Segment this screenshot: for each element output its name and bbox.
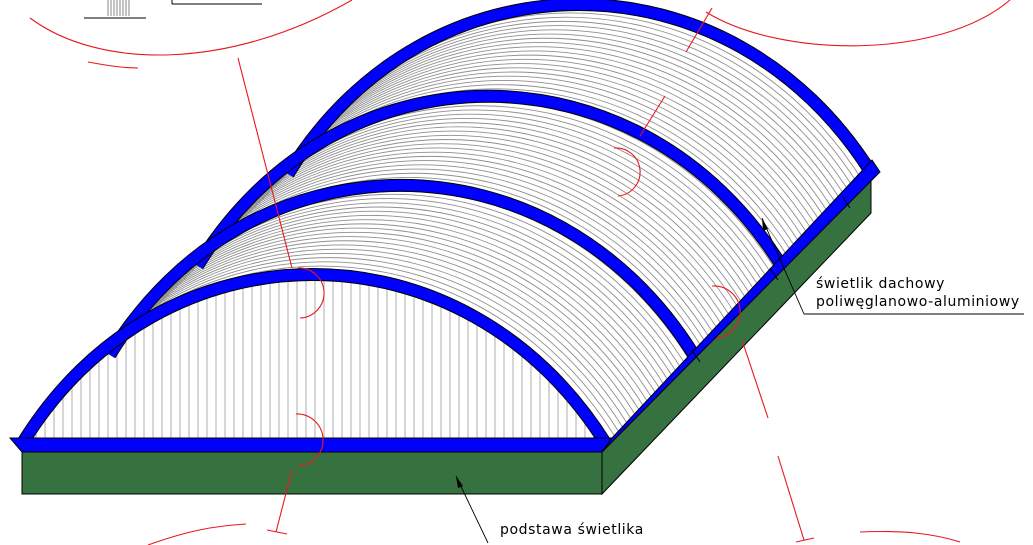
skylight-label-group: świetlik dachowy poliwęglanowo-aluminiow… bbox=[761, 217, 1024, 315]
detail-line-6 bbox=[777, 455, 805, 541]
detail-arc-top-left bbox=[29, 0, 353, 56]
detail-circle-2 bbox=[297, 267, 325, 319]
base-label-group: podstawa świetlika bbox=[455, 475, 644, 544]
detail-line-3 bbox=[639, 95, 666, 137]
rail-joint bbox=[841, 195, 851, 209]
base-label: podstawa świetlika bbox=[500, 522, 644, 538]
detail-line-1 bbox=[275, 469, 293, 533]
rail-joint bbox=[769, 267, 779, 281]
side-rail bbox=[601, 159, 881, 453]
detail-line-5 bbox=[741, 339, 769, 419]
rail-joint bbox=[691, 349, 701, 363]
front-gable-fill bbox=[22, 279, 606, 444]
base-leader bbox=[455, 475, 489, 544]
detail-line-6-tick bbox=[795, 537, 815, 543]
detail-line-4 bbox=[685, 7, 713, 53]
detail-arc-bottom-right bbox=[859, 530, 961, 543]
inset-detail-fragment bbox=[84, 0, 262, 19]
frame-rib bbox=[192, 91, 787, 269]
skylight-base bbox=[21, 170, 872, 496]
skylight-leader bbox=[761, 217, 805, 315]
detail-line-2 bbox=[237, 57, 293, 269]
inset-hatching bbox=[107, 0, 130, 16]
detail-line-1-tick bbox=[266, 529, 288, 535]
skylight-leader-arrow bbox=[762, 218, 768, 231]
base-leader-arrow bbox=[456, 476, 463, 488]
detail-arc-bottom-left bbox=[147, 523, 247, 545]
base-front-face bbox=[21, 451, 603, 495]
detail-arc-top-right bbox=[705, 0, 1011, 47]
front-sill bbox=[8, 437, 613, 453]
frame-rib bbox=[283, 0, 877, 177]
detail-circle-3 bbox=[613, 147, 641, 197]
detail-circle-4 bbox=[711, 285, 741, 339]
frame-rib bbox=[105, 180, 699, 358]
skylight-label-line2: poliwęglanowo-aluminiowy bbox=[816, 294, 1020, 310]
frame-rib bbox=[17, 269, 611, 447]
skylight-label-line1: świetlik dachowy bbox=[816, 276, 945, 292]
detail-markers bbox=[29, 0, 1011, 545]
detail-circle-1 bbox=[295, 413, 324, 467]
aluminium-frame bbox=[8, 0, 881, 453]
detail-arc-left-stub bbox=[87, 61, 139, 69]
